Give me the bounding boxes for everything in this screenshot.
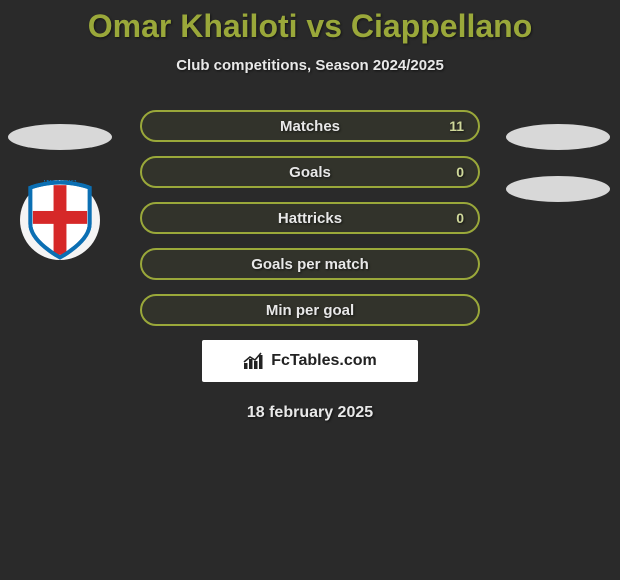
stat-value: 11 [449, 118, 464, 134]
stat-label: Min per goal [266, 302, 354, 319]
stat-label: Goals per match [251, 256, 369, 273]
comparison-card: Omar Khailoti vs Ciappellano Club compet… [0, 0, 620, 422]
player-right-oval-2 [506, 176, 610, 202]
page-subtitle: Club competitions, Season 2024/2025 [0, 57, 620, 74]
club-shield-icon: NOVARA [20, 180, 100, 260]
page-title: Omar Khailoti vs Ciappellano [0, 0, 620, 45]
stat-label: Goals [289, 164, 331, 181]
player-right-oval-1 [506, 124, 610, 150]
brand-text: FcTables.com [271, 352, 377, 370]
footer-date: 18 february 2025 [0, 404, 620, 422]
bar-chart-icon [243, 352, 265, 370]
stat-value: 0 [456, 210, 464, 226]
club-badge: NOVARA [20, 180, 100, 260]
stat-row-matches: Matches 11 [140, 110, 480, 142]
stats-list: Matches 11 Goals 0 Hattricks 0 Goals per… [140, 110, 480, 326]
stat-label: Matches [280, 118, 340, 135]
stat-row-min-per-goal: Min per goal [140, 294, 480, 326]
stat-row-goals-per-match: Goals per match [140, 248, 480, 280]
player-left-oval [8, 124, 112, 150]
brand-badge[interactable]: FcTables.com [202, 340, 418, 382]
stat-label: Hattricks [278, 210, 342, 227]
stat-row-hattricks: Hattricks 0 [140, 202, 480, 234]
stat-row-goals: Goals 0 [140, 156, 480, 188]
svg-text:NOVARA: NOVARA [44, 180, 77, 183]
stat-value: 0 [456, 164, 464, 180]
